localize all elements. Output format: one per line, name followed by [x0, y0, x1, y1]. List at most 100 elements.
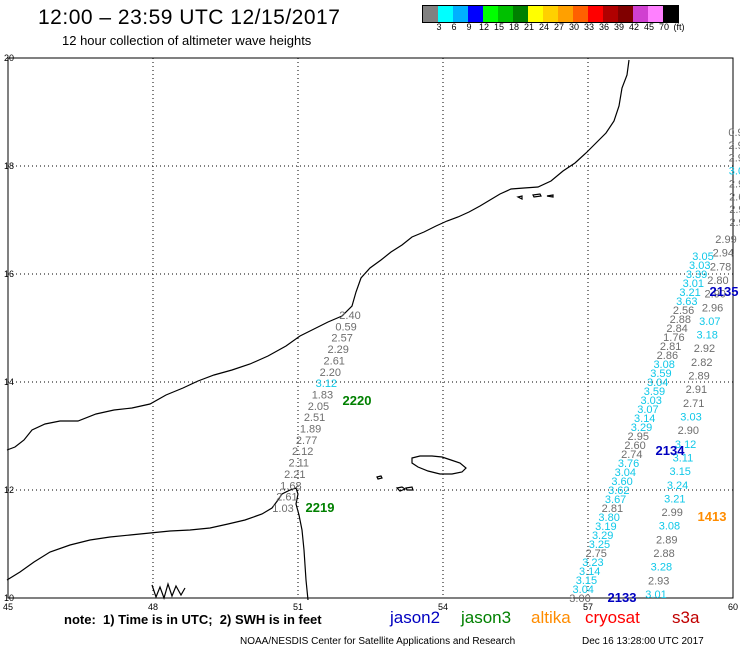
scale-swatch — [588, 6, 603, 22]
wave-height-value: 2.9 — [729, 178, 740, 190]
scale-label: 24 — [538, 22, 550, 32]
wave-height-value: 3.04 — [615, 467, 636, 479]
wave-height-value: 3.15 — [576, 575, 597, 587]
coastal-feature-mark — [151, 581, 186, 600]
pass-id-label: 2134 — [656, 443, 686, 458]
socotra-island — [411, 455, 467, 475]
wave-height-value: 3.0 — [729, 166, 740, 178]
wave-height-value: 2.77 — [296, 435, 317, 447]
wave-height-value: 3.15 — [670, 466, 691, 478]
wave-height-value: 2.88 — [653, 548, 674, 560]
wave-height-value: 2.57 — [331, 333, 352, 345]
wave-height-value: 3.76 — [618, 458, 639, 470]
scale-swatch — [648, 6, 663, 22]
wave-height-value: 3.63 — [676, 296, 697, 308]
scale-swatch — [483, 6, 498, 22]
wave-height-value: 2.93 — [648, 575, 669, 587]
wave-height-value: 2.9 — [728, 140, 740, 152]
satellite-legend-item: jason2 — [390, 608, 441, 627]
scale-label: 45 — [643, 22, 655, 32]
scale-swatch — [468, 6, 483, 22]
wave-height-value: 3.21 — [679, 287, 700, 299]
credit-line: NOAA/NESDIS Center for Satellite Applica… — [240, 636, 516, 647]
wave-height-value: 2.74 — [621, 449, 642, 461]
kuria-islet-2 — [532, 193, 542, 198]
map-grid — [7, 57, 734, 599]
wave-height-value: 3.80 — [598, 512, 619, 524]
scale-label: 3 — [436, 22, 442, 32]
scale-label: 30 — [568, 22, 580, 32]
satellite-legend-item: cryosat — [585, 608, 640, 627]
islet-2 — [405, 486, 414, 491]
wave-height-value: 2.90 — [678, 425, 699, 437]
scale-swatch — [528, 6, 543, 22]
wave-height-value: 3.59 — [644, 386, 665, 398]
pass-id-label: 2220 — [343, 393, 372, 408]
wave-height-value: 2.71 — [683, 398, 704, 410]
wave-height-value: 2.75 — [585, 548, 606, 560]
scale-label: 36 — [598, 22, 610, 32]
wave-height-value: 1.89 — [300, 424, 321, 436]
footer-note: note: 1) Time is in UTC; 2) SWH is in fe… — [64, 612, 322, 627]
wave-height-value: 2.29 — [327, 344, 348, 356]
wave-height-value: 2.40 — [339, 310, 360, 322]
wave-height-value: 2.12 — [292, 446, 313, 458]
scale-swatch — [633, 6, 648, 22]
wave-height-value: 3.01 — [683, 278, 704, 290]
arabian-coastline — [6, 59, 630, 451]
scale-label: 42 — [628, 22, 640, 32]
wave-height-value: 2.21 — [284, 469, 305, 481]
wave-height-value: 0.59 — [335, 321, 356, 333]
wave-height-value: 3.14 — [579, 566, 600, 578]
wave-height-value: 3.39 — [686, 269, 707, 281]
wave-height-value: 3.07 — [699, 316, 720, 328]
scale-label: 39 — [613, 22, 625, 32]
wave-height-value: 2.91 — [686, 384, 707, 396]
wave-height-labels: 2.400.592.572.292.612.203.121.832.052.51… — [272, 127, 740, 605]
wave-height-value: 2.92 — [694, 343, 715, 355]
satellite-legend-item: s3a — [672, 608, 700, 627]
scale-swatch — [543, 6, 558, 22]
wave-height-value: 2.9 — [729, 204, 740, 216]
pass-id-label: 1413 — [698, 509, 727, 524]
lat-tick-label: 20 — [4, 53, 14, 63]
tick-labels: 45 48 51 54 57 60 20 18 16 14 12 10 — [3, 53, 738, 612]
wave-height-value: 3.23 — [582, 557, 603, 569]
satellite-legend-item: jason3 — [461, 608, 512, 627]
wave-height-value: 3.25 — [589, 539, 610, 551]
wave-height-value: 3.18 — [696, 330, 717, 342]
wave-height-value: 2.89 — [688, 371, 709, 383]
wave-height-value: 2.90 — [705, 289, 726, 301]
wave-height-value: 2.99 — [715, 234, 736, 246]
wave-height-value: 3.67 — [605, 494, 626, 506]
lat-tick-label: 18 — [4, 161, 14, 171]
scale-label: 12 — [478, 22, 490, 32]
wave-height-value: 3.00 — [569, 593, 590, 605]
lon-tick-label: 51 — [293, 602, 303, 612]
coastline — [6, 59, 630, 601]
wave-height-value: 2.86 — [657, 350, 678, 362]
kuria-islet-1 — [516, 195, 523, 200]
islet-3 — [376, 475, 383, 480]
pass-id-label: 2133 — [608, 590, 637, 605]
scale-swatch — [558, 6, 573, 22]
wave-height-value: 2.84 — [666, 323, 687, 335]
wave-height-value: 3.12 — [316, 378, 337, 390]
wave-height-value: 2.61 — [324, 355, 345, 367]
scale-label: 70 — [658, 22, 670, 32]
lat-tick-label: 10 — [4, 593, 14, 603]
wave-height-value: 3.04 — [573, 584, 594, 596]
scale-label: 33 — [583, 22, 595, 32]
wave-height-value: 3.07 — [637, 404, 658, 416]
wave-height-value: 3.04 — [647, 377, 668, 389]
scale-label: (ft) — [673, 22, 685, 32]
scale-label: 21 — [523, 22, 535, 32]
wave-height-value: 2.80 — [707, 275, 728, 287]
page-subtitle: 12 hour collection of altimeter wave hei… — [62, 33, 312, 48]
scale-swatch — [573, 6, 588, 22]
scale-swatch — [423, 6, 438, 22]
scale-swatch — [663, 6, 678, 22]
wave-height-value: 2.81 — [602, 503, 623, 515]
wave-height-value: 0.9 — [728, 127, 740, 139]
